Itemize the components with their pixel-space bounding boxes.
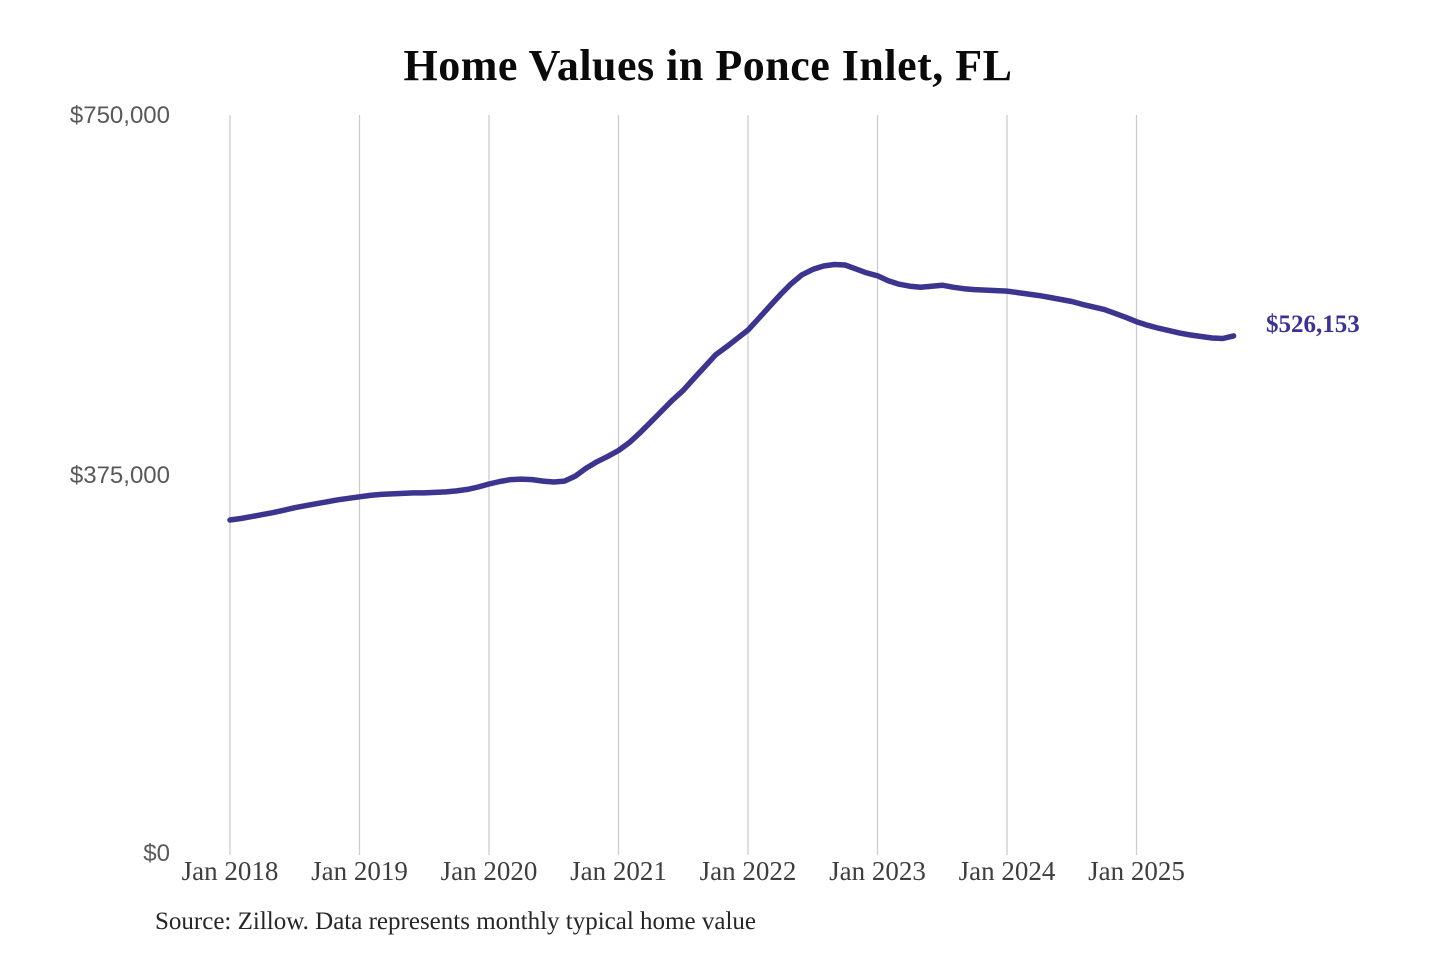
- source-note: Source: Zillow. Data represents monthly …: [155, 908, 756, 935]
- y-tick-label-750000: $750,000: [69, 102, 170, 129]
- y-tick-label-375000: $375,000: [69, 462, 170, 489]
- home-value-line: [227, 261, 1237, 523]
- y-tick-label-0: $0: [143, 840, 170, 867]
- chart-title: Home Values in Ponce Inlet, FL: [403, 41, 1013, 90]
- current-value-label: $526,153: [1266, 311, 1360, 338]
